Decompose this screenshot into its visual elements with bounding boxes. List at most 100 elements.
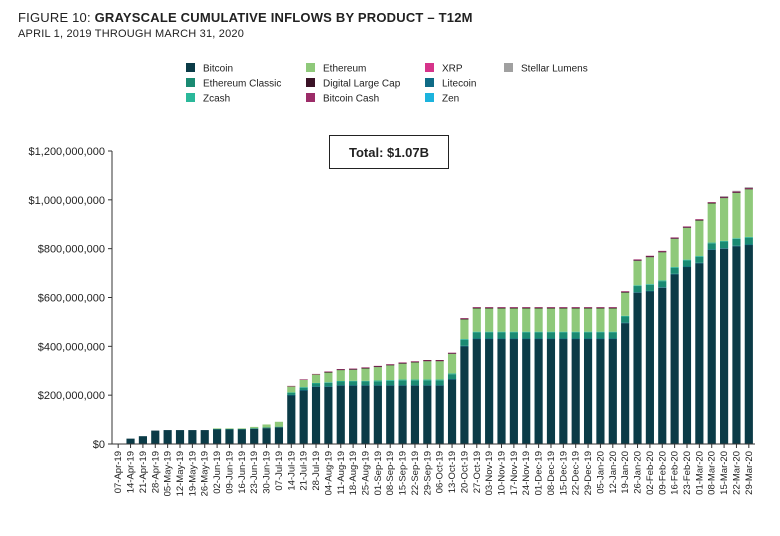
bar-segment-bitcoin-cash <box>534 307 543 308</box>
bar-segment-ethereum-classic <box>435 380 444 386</box>
bar-segment-zcash <box>460 339 469 340</box>
bar-stack-25-Aug-19 <box>361 367 370 444</box>
bar-segment-zcash <box>423 379 432 381</box>
x-tick-label: 18-Aug-19 <box>348 451 359 495</box>
x-tick-label: 01-Mar-20 <box>694 451 705 495</box>
x-tick-label: 12-May-19 <box>175 451 186 496</box>
x-tick-label: 19-Jan-20 <box>620 451 631 494</box>
bar-segment-bitcoin <box>386 385 395 444</box>
bar-segment-bitcoin-cash <box>423 360 432 361</box>
bar-segment-ethereum-classic <box>361 381 370 386</box>
bar-segment-bitcoin <box>299 390 308 444</box>
bar-segment-digital-large-cap <box>670 238 679 239</box>
bar-segment-digital-large-cap <box>435 360 444 362</box>
x-tick-label: 26-May-19 <box>200 451 211 496</box>
bar-segment-litecoin <box>410 385 420 386</box>
bar-segment-litecoin <box>744 244 753 246</box>
bar-segment-ethereum-classic <box>373 381 382 386</box>
bar-segment-ethereum <box>237 428 246 429</box>
legend-label-ethereum-classic: Ethereum Classic <box>203 79 281 90</box>
bar-segment-bitcoin-cash <box>732 191 741 193</box>
bar-segment-litecoin <box>621 322 630 324</box>
bar-segment-ethereum-classic <box>398 380 407 386</box>
bar-segment-bitcoin <box>509 339 518 444</box>
x-tick-label: 16-Feb-20 <box>670 451 681 495</box>
bar-stack-02-Feb-20 <box>645 255 654 444</box>
bar-segment-ethereum-classic <box>274 426 284 428</box>
bar-stack-09-Jun-19 <box>225 428 234 444</box>
bar-stack-28-Apr-19 <box>151 430 160 444</box>
x-tick-label: 24-Nov-19 <box>521 451 532 495</box>
bar-segment-ethereum <box>707 203 716 243</box>
legend-swatch-bitcoin-cash <box>306 93 315 102</box>
bar-segment-litecoin <box>423 385 432 386</box>
bar-segment-bitcoin <box>361 385 370 444</box>
bar-segment-ethereum-classic <box>472 332 481 339</box>
bar-segment-bitcoin <box>744 245 753 444</box>
bar-segment-bitcoin <box>460 346 469 444</box>
bar-segment-digital-large-cap <box>633 260 642 261</box>
bar-stack-22-Mar-20 <box>732 190 741 444</box>
bar-segment-bitcoin <box>373 385 382 444</box>
x-tick-label: 29-Dec-19 <box>583 451 594 495</box>
legend-swatch-ethereum <box>306 63 315 72</box>
bar-segment-zcash <box>571 331 580 333</box>
bar-segment-litecoin <box>472 338 481 340</box>
bar-segment-bitcoin-cash <box>299 379 308 380</box>
bar-stack-16-Feb-20 <box>670 237 679 444</box>
y-tick-label: $800,000,000 <box>38 244 105 256</box>
x-tick-label: 29-Sep-19 <box>422 451 433 495</box>
bar-segment-litecoin <box>633 292 642 293</box>
bar-segment-zcash <box>299 387 308 388</box>
bar-segment-digital-large-cap <box>707 202 716 204</box>
bar-segment-zcash <box>410 379 420 381</box>
bar-segment-zcash <box>744 236 753 238</box>
bar-segment-ethereum <box>213 428 222 429</box>
bar-stack-28-Jul-19 <box>311 373 321 444</box>
bar-segment-ethereum-classic <box>225 428 234 430</box>
x-tick-label: 09-Feb-20 <box>657 451 668 495</box>
x-tick-label: 08-Sep-19 <box>385 451 396 495</box>
legend: Bitcoin Ethereum XRP Stellar Lumens Ethereum… <box>186 63 588 105</box>
chart-subtitle: APRIL 1, 2019 THROUGH MARCH 31, 2020 <box>18 28 245 40</box>
bar-segment-bitcoin <box>336 385 345 444</box>
bar-segment-bitcoin <box>447 379 457 444</box>
bar-segment-bitcoin <box>250 428 259 444</box>
bar-stack-19-Jan-20 <box>621 291 630 444</box>
bar-segment-digital-large-cap <box>571 307 580 309</box>
bar-segment-bitcoin <box>633 292 642 444</box>
bar-stack-23-Feb-20 <box>682 226 692 444</box>
legend-swatch-bitcoin <box>186 63 195 72</box>
legend-label-zen: Zen <box>442 94 459 105</box>
y-tick-label: $600,000,000 <box>38 293 105 305</box>
bar-segment-bitcoin <box>163 430 172 444</box>
bar-segment-ethereum-classic <box>621 316 630 323</box>
bar-stack-23-Jun-19 <box>250 426 259 444</box>
bar-segment-bitcoin <box>497 339 506 444</box>
legend-swatch-ethereum-classic <box>186 78 195 87</box>
bar-segment-bitcoin <box>621 323 630 444</box>
x-tick-label: 01-Sep-19 <box>373 451 384 495</box>
bar-stack-24-Nov-19 <box>522 307 531 444</box>
legend-label-litecoin: Litecoin <box>442 79 476 90</box>
bar-segment-bitcoin-cash <box>361 367 370 368</box>
bar-segment-bitcoin-cash <box>398 362 407 364</box>
bar-segment-bitcoin <box>695 263 704 444</box>
bar-stack-12-May-19 <box>175 430 185 444</box>
bar-segment-ethereum-classic <box>460 339 469 346</box>
x-tick-label: 06-Oct-19 <box>435 451 446 493</box>
x-tick-label: 28-Apr-19 <box>150 451 161 493</box>
bar-segment-digital-large-cap <box>546 307 556 309</box>
total-annotation-text: Total: $1.07B <box>349 144 429 160</box>
bar-segment-bitcoin <box>287 395 296 444</box>
bar-segment-digital-large-cap <box>608 307 617 309</box>
bar-segment-zcash <box>398 379 407 381</box>
bar-segment-ethereum <box>373 367 382 381</box>
bar-segment-ethereum-classic <box>670 267 679 274</box>
bar-segment-ethereum-classic <box>423 380 432 386</box>
bar-stack-20-Oct-19 <box>460 318 469 444</box>
bar-segment-ethereum <box>720 198 729 241</box>
bar-segment-ethereum <box>287 386 296 393</box>
x-tick-label: 02-Feb-20 <box>645 451 656 495</box>
